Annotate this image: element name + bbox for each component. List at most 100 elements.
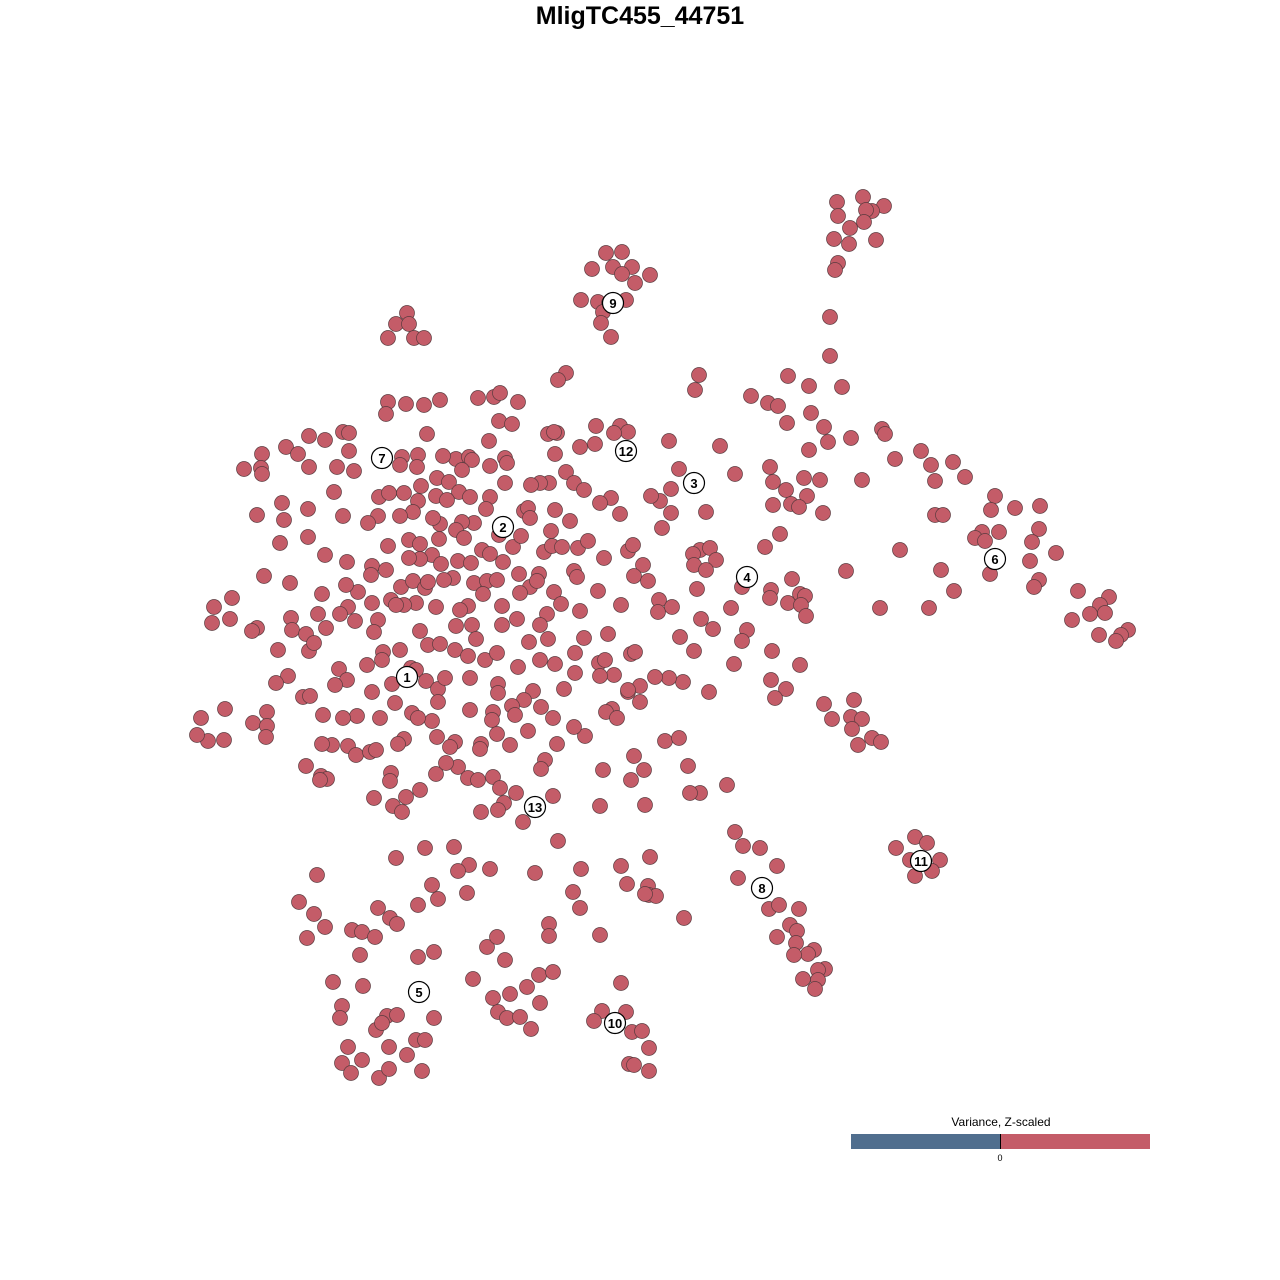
data-point <box>392 508 408 524</box>
data-point <box>206 599 222 615</box>
cluster-label-text: 12 <box>619 444 633 459</box>
data-point <box>626 568 642 584</box>
legend-tick-label: 0 <box>997 1153 1003 1163</box>
data-point <box>380 330 396 346</box>
data-point <box>987 488 1003 504</box>
data-point <box>792 657 808 673</box>
data-point <box>824 711 840 727</box>
data-point <box>888 840 904 856</box>
data-point <box>339 554 355 570</box>
data-point <box>595 762 611 778</box>
data-point <box>657 733 673 749</box>
data-point <box>641 1063 657 1079</box>
data-point <box>245 715 261 731</box>
data-point <box>388 850 404 866</box>
data-point <box>1026 579 1042 595</box>
cluster-label-text: 6 <box>991 552 998 567</box>
data-point <box>654 520 670 536</box>
data-point <box>413 478 429 494</box>
data-point <box>428 599 444 615</box>
data-point <box>425 510 441 526</box>
data-point <box>254 466 270 482</box>
data-point <box>374 652 390 668</box>
data-point <box>613 597 629 613</box>
points-layer <box>189 189 1136 1086</box>
data-point <box>827 262 843 278</box>
data-point <box>300 529 316 545</box>
data-point <box>354 1052 370 1068</box>
data-point <box>410 897 426 913</box>
data-point <box>640 573 656 589</box>
cluster-label-text: 9 <box>609 296 616 311</box>
data-point <box>587 436 603 452</box>
data-point <box>664 599 680 615</box>
data-point <box>705 621 721 637</box>
data-point <box>378 562 394 578</box>
data-point <box>541 928 557 944</box>
cluster-label-circle <box>523 795 547 819</box>
data-point <box>529 573 545 589</box>
data-point <box>302 688 318 704</box>
cluster-label-7: 7 <box>370 446 394 470</box>
data-point <box>620 424 636 440</box>
data-point <box>614 244 630 260</box>
data-point <box>329 459 345 475</box>
data-point <box>419 426 435 442</box>
data-point <box>193 710 209 726</box>
data-point <box>254 446 270 462</box>
data-point <box>270 642 286 658</box>
data-point <box>816 419 832 435</box>
data-point <box>796 470 812 486</box>
data-point <box>637 797 653 813</box>
data-point <box>412 782 428 798</box>
data-point <box>855 189 871 205</box>
data-point <box>439 492 455 508</box>
data-point <box>389 916 405 932</box>
data-point <box>671 461 687 477</box>
data-point <box>1031 521 1047 537</box>
data-point <box>854 711 870 727</box>
data-point <box>1048 545 1064 561</box>
data-point <box>452 602 468 618</box>
data-point <box>492 780 508 796</box>
data-point <box>780 595 796 611</box>
data-point <box>392 457 408 473</box>
data-point <box>189 727 205 743</box>
data-point <box>769 929 785 945</box>
data-point <box>389 1007 405 1023</box>
data-point <box>343 1065 359 1081</box>
data-point <box>727 466 743 482</box>
cluster-label-11: 11 <box>909 849 933 873</box>
data-point <box>590 583 606 599</box>
data-point <box>491 413 507 429</box>
data-point <box>799 488 815 504</box>
data-point <box>523 1021 539 1037</box>
data-point <box>282 575 298 591</box>
data-point <box>520 723 536 739</box>
data-point <box>778 681 794 697</box>
data-point <box>340 1039 356 1055</box>
data-point <box>465 971 481 987</box>
data-point <box>350 584 366 600</box>
data-point <box>470 772 486 788</box>
data-point <box>412 623 428 639</box>
cluster-label-circle <box>614 439 638 463</box>
data-point <box>619 876 635 892</box>
data-point <box>428 766 444 782</box>
cluster-label-13: 13 <box>523 795 547 819</box>
data-point <box>410 949 426 965</box>
data-point <box>426 1010 442 1026</box>
data-point <box>502 737 518 753</box>
data-point <box>349 708 365 724</box>
data-point <box>494 598 510 614</box>
cluster-label-8: 8 <box>750 876 774 900</box>
data-point <box>347 613 363 629</box>
data-point <box>723 600 739 616</box>
data-point <box>477 652 493 668</box>
data-point <box>510 659 526 675</box>
data-point <box>770 398 786 414</box>
data-point <box>734 633 750 649</box>
data-point <box>217 701 233 717</box>
cluster-label-1: 1 <box>395 665 419 689</box>
